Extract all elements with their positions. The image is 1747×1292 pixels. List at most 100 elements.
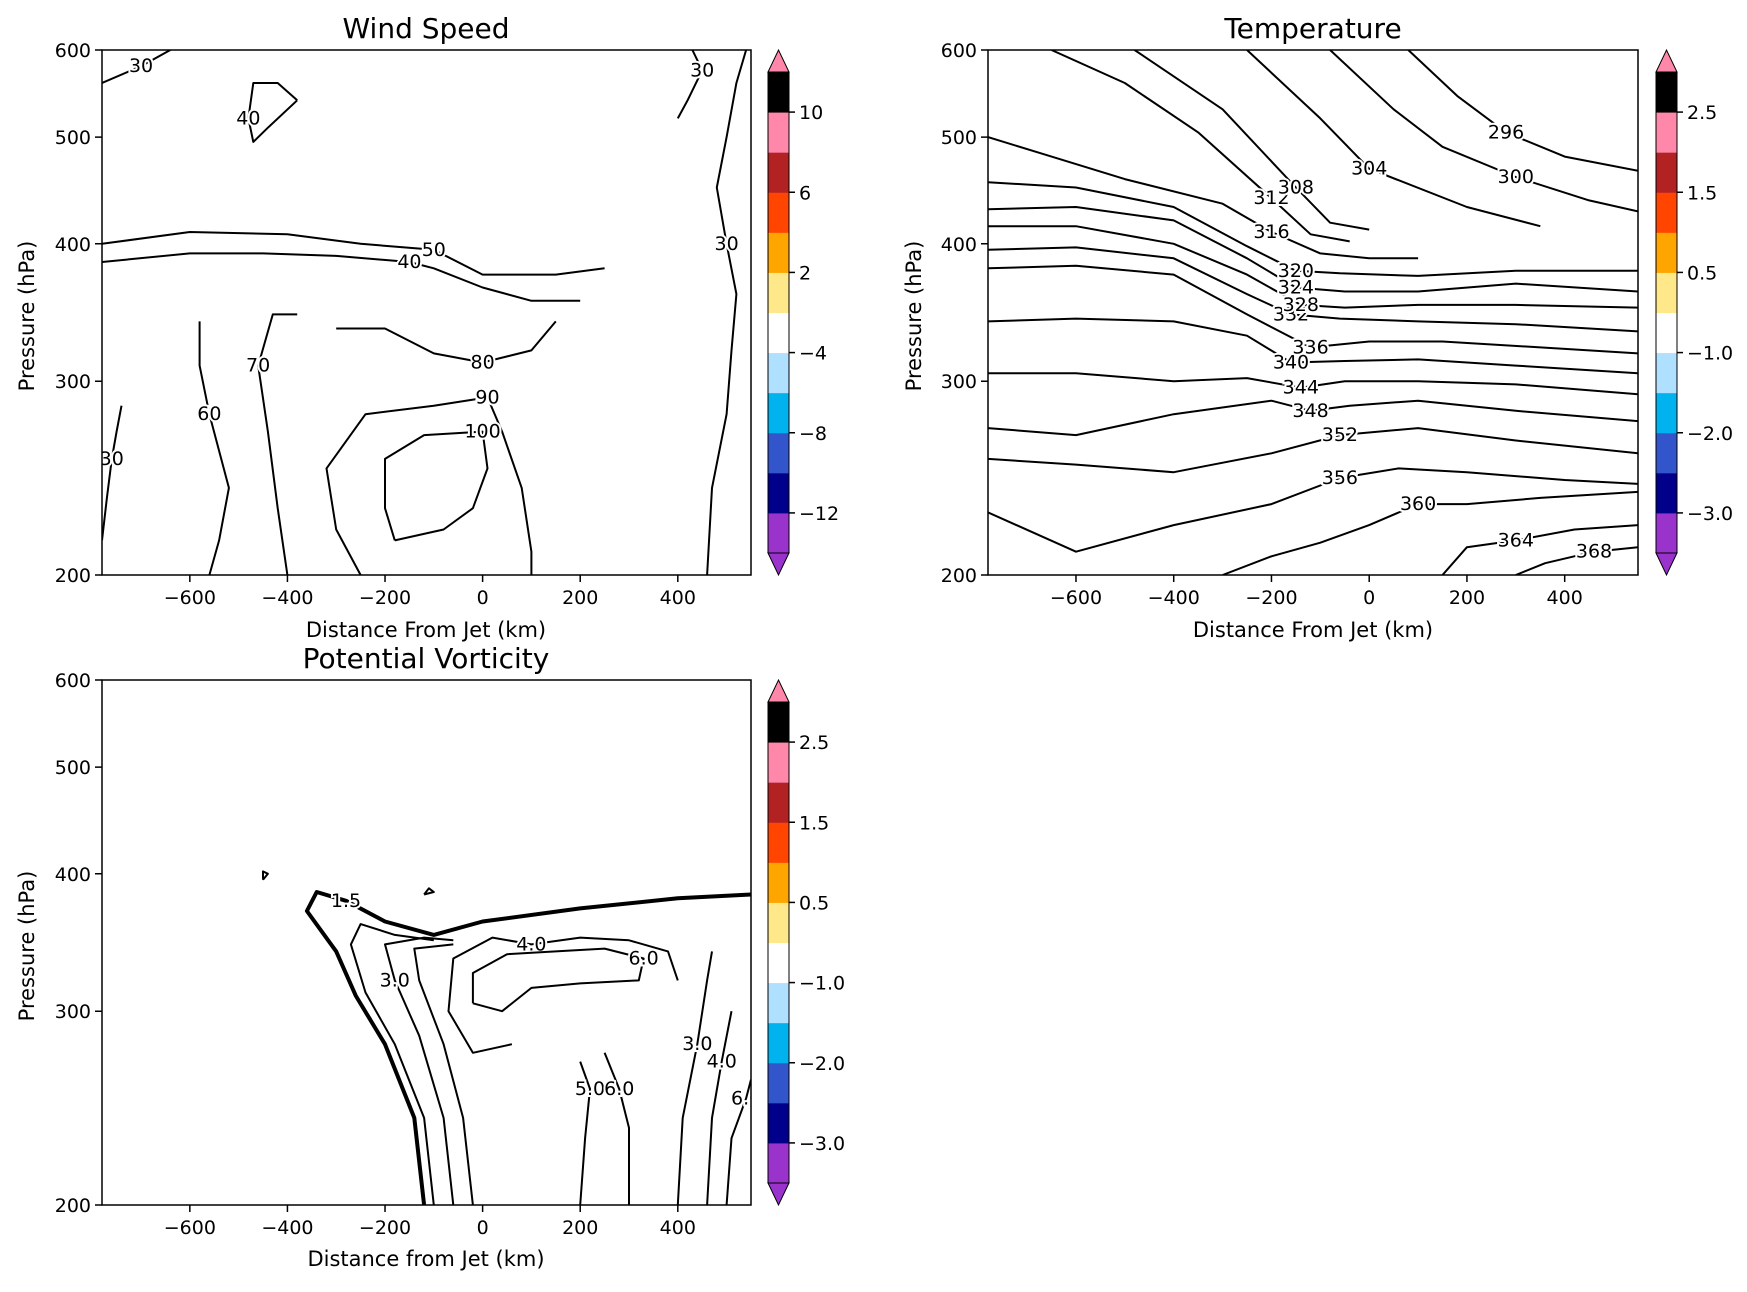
colorbar-segment bbox=[768, 512, 789, 554]
x-tick-label: 0 bbox=[1363, 587, 1375, 609]
contour-line bbox=[579, 1061, 591, 1205]
contour-line bbox=[988, 264, 1638, 355]
y-tick-label: 500 bbox=[55, 757, 91, 779]
plot-background bbox=[102, 50, 751, 575]
x-tick-label: −200 bbox=[359, 1217, 411, 1239]
contour-line bbox=[1246, 50, 1541, 228]
x-axis-label: Distance From Jet (km) bbox=[306, 618, 546, 642]
colorbar-segment bbox=[768, 472, 789, 514]
contour-label: 90 bbox=[475, 386, 499, 408]
contour-line bbox=[102, 231, 605, 276]
x-tick-label: −600 bbox=[164, 1217, 216, 1239]
colorbar-frame bbox=[1655, 71, 1678, 554]
colorbar-tick-label: 2.5 bbox=[1687, 102, 1717, 124]
contour-label: 70 bbox=[246, 355, 270, 377]
x-tick-label: −400 bbox=[1148, 587, 1200, 609]
x-tick-label: −600 bbox=[164, 587, 216, 609]
contour-label: 50 bbox=[422, 239, 446, 261]
contour-line bbox=[1329, 50, 1638, 213]
contour-label: 3.0 bbox=[380, 969, 410, 991]
colorbar-extend-bottom bbox=[767, 552, 790, 577]
y-tick-label: 500 bbox=[55, 127, 91, 149]
contour-label: 60 bbox=[197, 403, 221, 425]
colorbar-tick-label: −1.0 bbox=[1687, 343, 1733, 365]
contour-line bbox=[1515, 546, 1638, 575]
colorbar: −3.0 −2.0 −1.0 0.5 1.5 2.5 bbox=[767, 678, 845, 1207]
colorbar-tick-label: −3.0 bbox=[1687, 503, 1733, 525]
colorbar-frame bbox=[767, 71, 790, 554]
temperature-panel: Temperature Distance From Jet (km) Press… bbox=[902, 12, 1733, 642]
potential-vorticity-panel: Potential Vorticity Distance from Jet (k… bbox=[15, 642, 845, 1271]
contour-label: 30 bbox=[715, 233, 739, 255]
contour-line bbox=[988, 399, 1638, 437]
contour-line bbox=[198, 321, 230, 575]
colorbar-extend-bottom bbox=[767, 1182, 790, 1207]
contour-line bbox=[988, 181, 1638, 277]
contour-line bbox=[247, 82, 298, 143]
colorbar-segment bbox=[768, 1102, 789, 1144]
colorbar-tick-label: 0.5 bbox=[799, 892, 829, 914]
colorbar-tick-label: −2.0 bbox=[799, 1053, 845, 1075]
contour-line bbox=[1222, 490, 1638, 575]
x-axis-label: Distance from Jet (km) bbox=[307, 1247, 544, 1271]
colorbar-tick-label: −8 bbox=[799, 423, 827, 445]
colorbar-segment bbox=[1656, 72, 1677, 113]
x-tick-label: 400 bbox=[660, 1217, 696, 1239]
contour-line bbox=[988, 225, 1638, 309]
colorbar: −12 −8 −4 2 6 10 bbox=[767, 48, 839, 577]
x-tick-label: −400 bbox=[261, 587, 313, 609]
contour-label: 40 bbox=[236, 107, 260, 129]
contour-label: 4.0 bbox=[707, 1051, 737, 1073]
colorbar-tick-label: 0.5 bbox=[1687, 262, 1717, 284]
panel-title: Temperature bbox=[1223, 12, 1401, 45]
contour-label: 324 bbox=[1278, 277, 1314, 299]
y-axis-label: Pressure (hPa) bbox=[902, 241, 926, 392]
contour-line bbox=[988, 372, 1638, 396]
contour-line bbox=[257, 313, 298, 575]
y-tick-label: 600 bbox=[55, 40, 91, 62]
contour-line bbox=[423, 887, 435, 896]
colorbar-tick-label: −2.0 bbox=[1687, 423, 1733, 445]
colorbar-tick-label: −3.0 bbox=[799, 1133, 845, 1155]
contour-line bbox=[706, 1011, 733, 1205]
contour-label: 3.0 bbox=[682, 1033, 712, 1055]
contour-label: 30 bbox=[129, 55, 153, 77]
y-tick-label: 200 bbox=[55, 565, 91, 587]
contour-line bbox=[325, 396, 533, 575]
contour-line bbox=[1407, 50, 1638, 172]
contour-line bbox=[676, 50, 704, 119]
x-tick-label: −600 bbox=[1050, 587, 1102, 609]
colorbar-segment bbox=[768, 902, 789, 943]
contour-line bbox=[102, 50, 171, 84]
contour-label: 360 bbox=[1400, 493, 1436, 515]
y-tick-label: 400 bbox=[941, 234, 977, 256]
panel-title: Wind Speed bbox=[342, 12, 509, 45]
colorbar-extend-top bbox=[1655, 48, 1678, 73]
contour-line bbox=[471, 947, 645, 1013]
colorbar-extend-top bbox=[767, 48, 790, 73]
x-tick-label: 0 bbox=[477, 587, 489, 609]
x-axis-label: Distance From Jet (km) bbox=[1193, 618, 1433, 642]
contour-label: 308 bbox=[1278, 176, 1314, 198]
contour-label: 352 bbox=[1322, 424, 1358, 446]
contour-label: 6.0 bbox=[604, 1078, 634, 1100]
y-tick-label: 500 bbox=[941, 127, 977, 149]
colorbar-segment bbox=[768, 982, 789, 1024]
contour-line bbox=[384, 430, 489, 542]
y-tick-label: 300 bbox=[55, 1001, 91, 1023]
y-tick-label: 300 bbox=[941, 371, 977, 393]
colorbar-segment bbox=[768, 232, 789, 273]
y-axis-label: Pressure (hPa) bbox=[15, 241, 39, 392]
contour-label: 6.0 bbox=[629, 948, 659, 970]
colorbar-frame bbox=[767, 701, 790, 1184]
colorbar-segment bbox=[1656, 312, 1677, 354]
panel-title: Potential Vorticity bbox=[303, 642, 550, 675]
colorbar-tick-label: 2 bbox=[799, 262, 811, 284]
colorbar-segment bbox=[768, 742, 789, 783]
contour-label: 348 bbox=[1292, 400, 1328, 422]
colorbar-segment bbox=[1656, 352, 1677, 394]
colorbar-segment bbox=[1656, 512, 1677, 554]
contour-label: 336 bbox=[1292, 336, 1328, 358]
x-tick-label: 200 bbox=[1449, 587, 1485, 609]
